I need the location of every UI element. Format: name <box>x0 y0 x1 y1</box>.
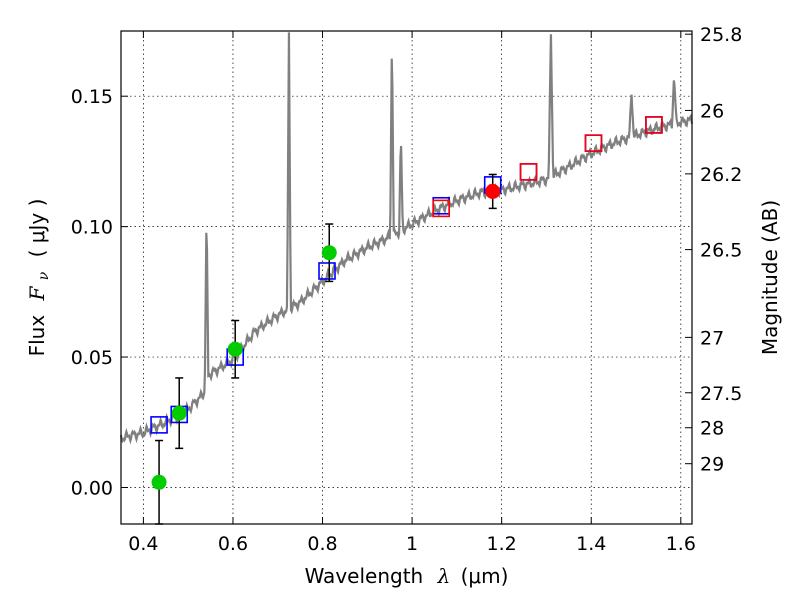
square-marker <box>645 116 663 134</box>
spectrum-line <box>119 32 694 445</box>
square-marker <box>519 163 538 181</box>
grid <box>121 31 692 524</box>
right-tick-label: 27.5 <box>700 383 742 405</box>
square-marker <box>584 134 603 152</box>
x-tick-label: 1 <box>406 533 418 555</box>
x-tick-label: 0.8 <box>307 533 337 555</box>
right-tick-label: 26 <box>700 100 724 122</box>
x-axis-label: Wavelength λ (μm) <box>305 564 509 588</box>
circle-marker <box>227 341 243 357</box>
circle-marker <box>171 405 187 421</box>
right-tick-label: 29 <box>700 454 724 476</box>
y-tick-label: 0.00 <box>71 477 113 499</box>
x-tick-label: 1.6 <box>666 533 696 555</box>
right-tick-label: 26.2 <box>700 164 742 186</box>
circle-marker <box>485 183 501 199</box>
right-tick-label: 28 <box>700 418 724 440</box>
square-marker <box>318 262 336 280</box>
y-axis-label: Flux F ν ( μJy ) <box>25 199 53 357</box>
y-tick-label: 0.05 <box>71 347 113 369</box>
x-tick-label: 0.6 <box>218 533 248 555</box>
right-tick-label: 25.8 <box>700 24 742 46</box>
circle-marker <box>321 245 337 261</box>
axis-ticks: 0.4 0.6 0.8 1 1.2 1.4 1.6 0.00 0.05 0.10 0.15 25.8 2… <box>71 24 743 555</box>
x-tick-label: 0.4 <box>128 533 158 555</box>
square-marker <box>519 163 538 181</box>
square-marker <box>150 416 168 434</box>
x-tick-label: 1.2 <box>487 533 517 555</box>
data-points <box>150 116 663 525</box>
model-spectrum <box>119 32 694 445</box>
circle-marker <box>151 474 167 490</box>
right-tick-label: 26.5 <box>700 240 742 262</box>
plot-frame <box>120 30 693 525</box>
y-tick-label: 0.15 <box>71 86 113 108</box>
y-axis-label-right: Magnitude (AB) <box>758 200 782 355</box>
right-tick-label: 27 <box>700 327 724 349</box>
y-tick-label: 0.10 <box>71 217 113 239</box>
square-marker <box>432 199 451 218</box>
square-marker <box>584 134 603 152</box>
x-tick-label: 1.4 <box>576 533 606 555</box>
